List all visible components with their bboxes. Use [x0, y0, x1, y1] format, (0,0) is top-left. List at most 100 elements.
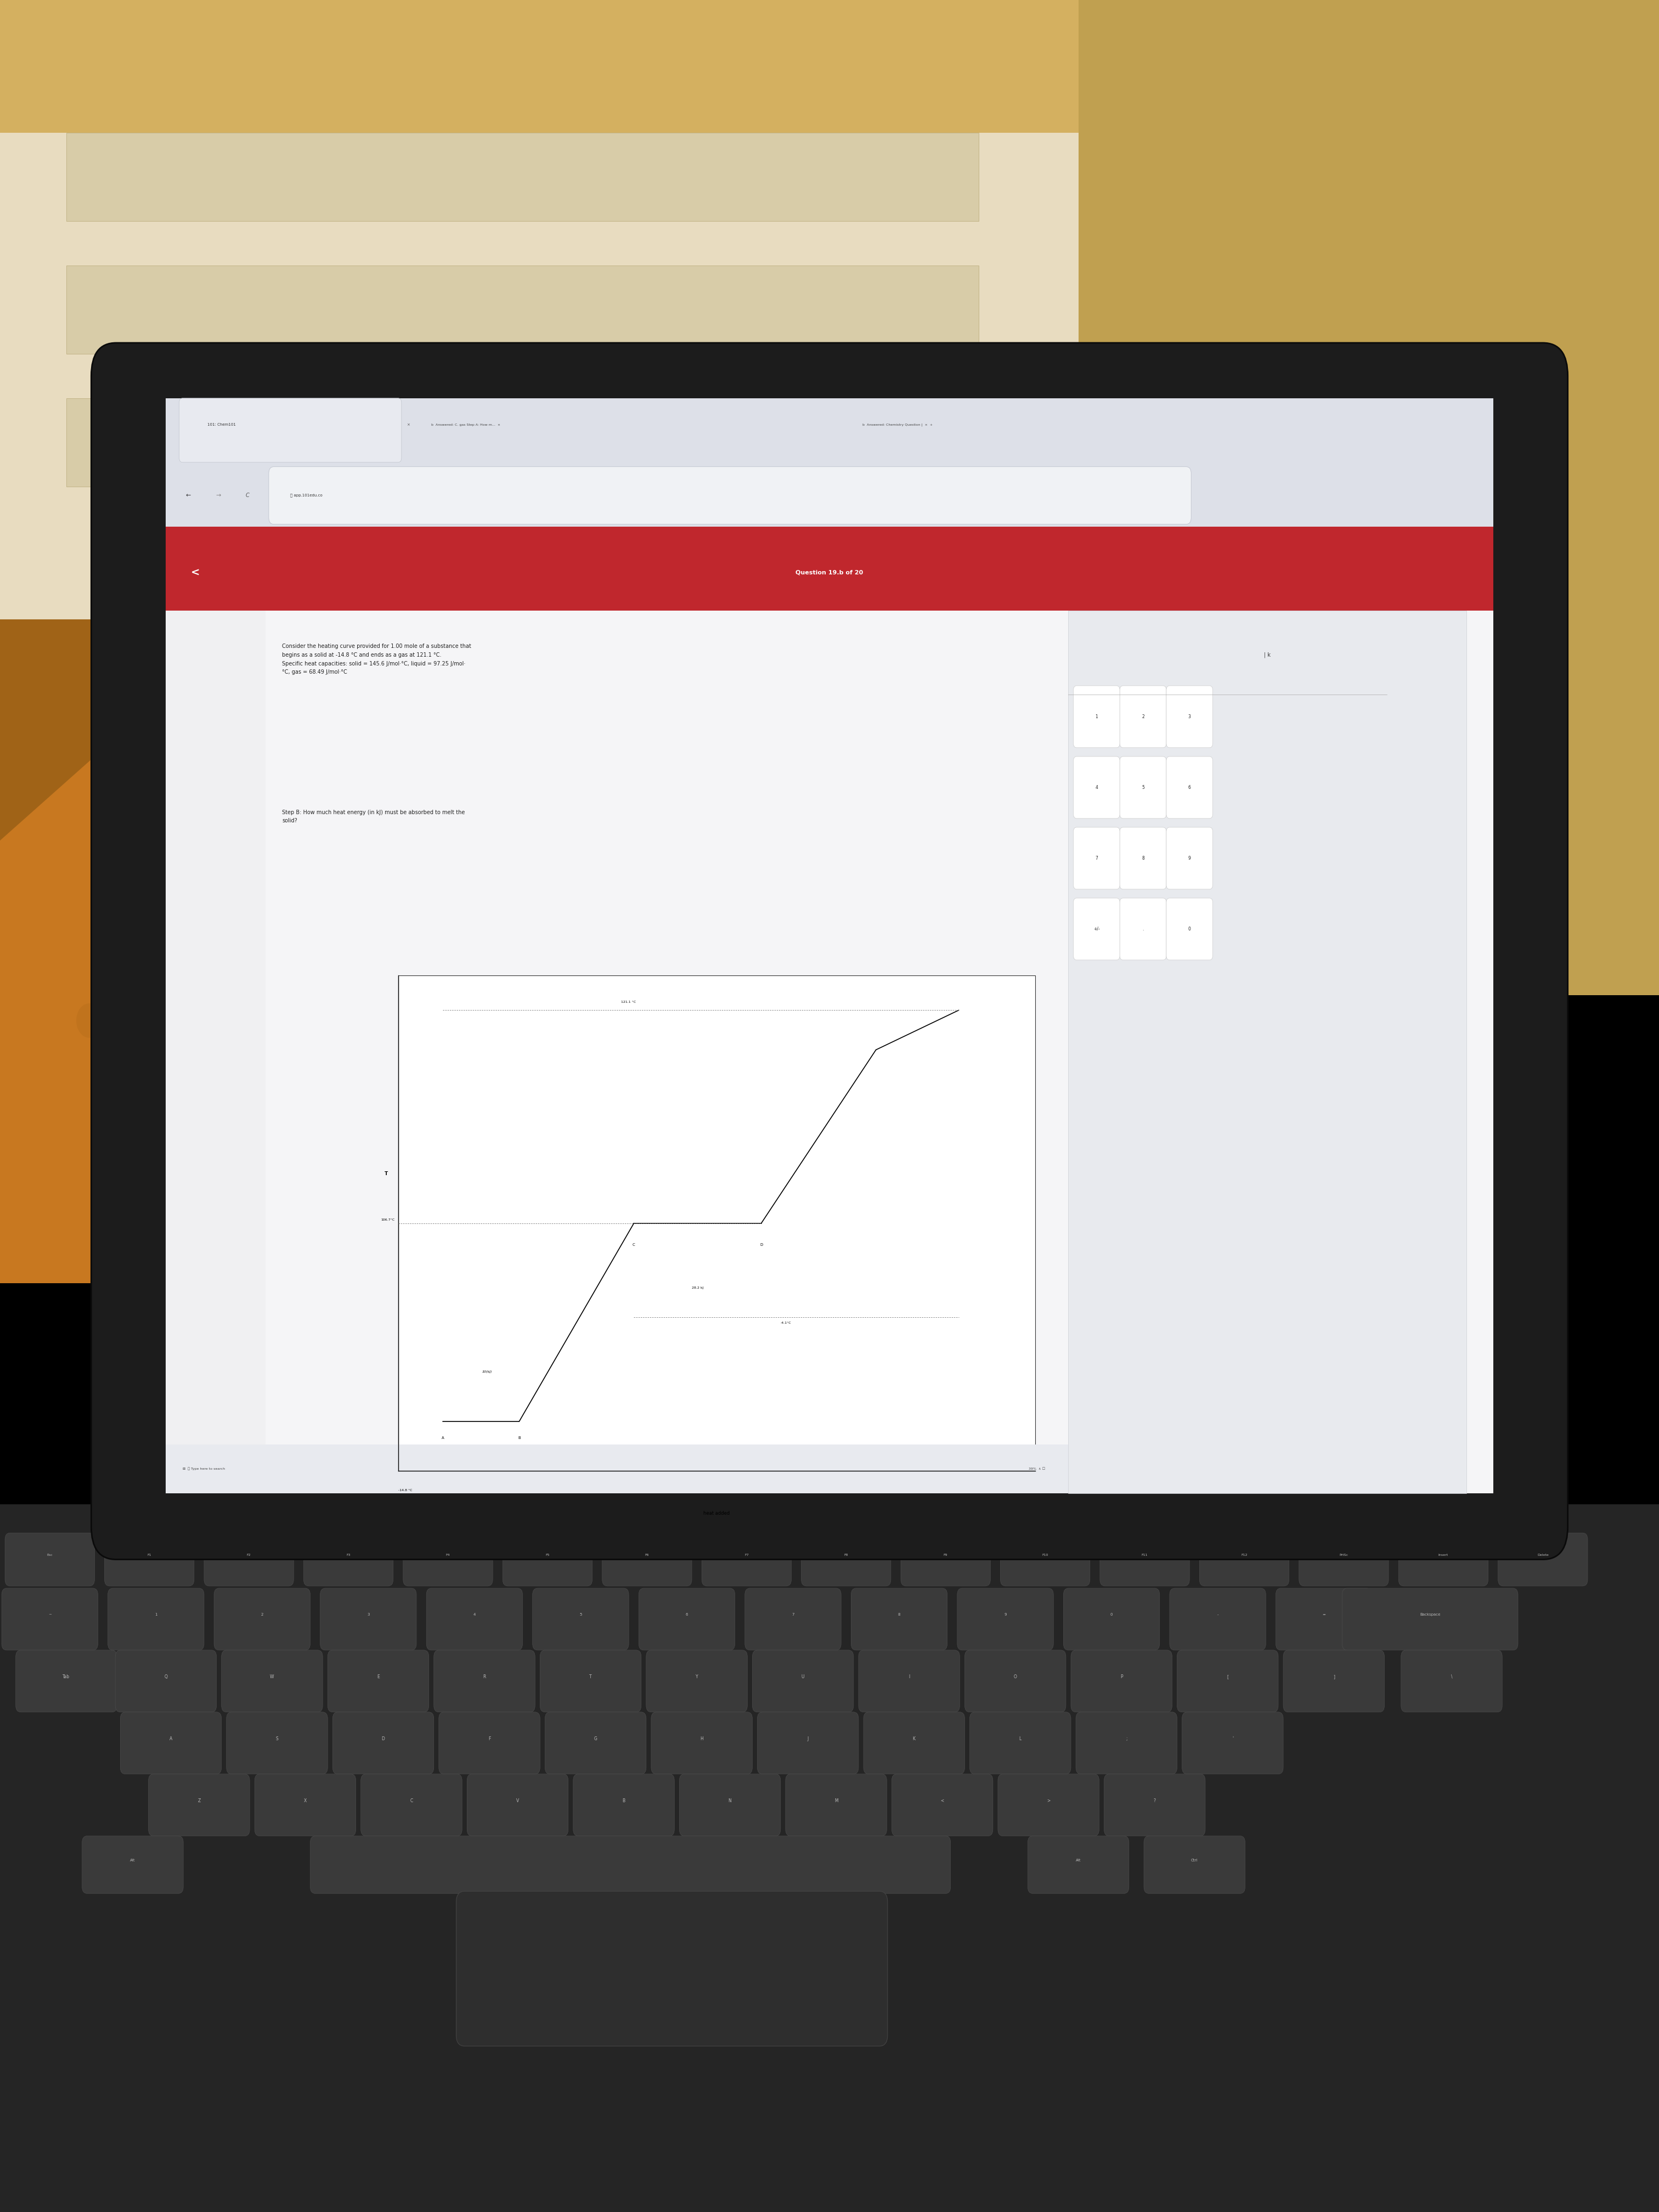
Text: ?: ? — [1153, 1798, 1156, 1803]
FancyBboxPatch shape — [332, 1712, 435, 1774]
Bar — [166, 611, 265, 1493]
FancyBboxPatch shape — [1120, 757, 1166, 818]
Bar — [1078, 0, 1659, 995]
FancyBboxPatch shape — [214, 1588, 310, 1650]
Text: -14.8 °C: -14.8 °C — [398, 1489, 411, 1491]
Text: M: M — [834, 1798, 838, 1803]
Text: K: K — [912, 1736, 916, 1741]
Text: <: < — [941, 1798, 944, 1803]
FancyBboxPatch shape — [456, 1891, 888, 2046]
FancyBboxPatch shape — [702, 1533, 791, 1586]
Text: Alt: Alt — [129, 1858, 136, 1863]
Bar — [66, 398, 979, 487]
FancyBboxPatch shape — [403, 1533, 493, 1586]
Circle shape — [675, 845, 702, 880]
FancyBboxPatch shape — [645, 1650, 747, 1712]
FancyBboxPatch shape — [433, 1650, 534, 1712]
FancyBboxPatch shape — [602, 1533, 692, 1586]
Bar — [166, 526, 1493, 611]
Bar — [166, 1444, 1068, 1493]
Text: F11: F11 — [1141, 1553, 1148, 1557]
FancyBboxPatch shape — [1166, 757, 1213, 818]
Text: F4: F4 — [446, 1553, 450, 1557]
Text: F7: F7 — [745, 1553, 748, 1557]
Text: 4: 4 — [1095, 785, 1098, 790]
Circle shape — [310, 1141, 358, 1206]
FancyBboxPatch shape — [1181, 1712, 1284, 1774]
Text: Step B: How much heat energy (in kJ) must be absorbed to melt the
solid?: Step B: How much heat energy (in kJ) mus… — [282, 810, 465, 823]
Text: ~: ~ — [48, 1613, 51, 1617]
Text: 6: 6 — [685, 1613, 688, 1617]
FancyBboxPatch shape — [533, 1588, 629, 1650]
Circle shape — [629, 1212, 672, 1267]
Text: ←: ← — [186, 493, 191, 498]
FancyBboxPatch shape — [999, 1774, 1100, 1836]
Text: >: > — [1047, 1798, 1050, 1803]
FancyBboxPatch shape — [1063, 1588, 1160, 1650]
Text: B: B — [518, 1436, 521, 1440]
Text: A: A — [441, 1436, 445, 1440]
FancyBboxPatch shape — [966, 1650, 1067, 1712]
Text: S: S — [275, 1736, 279, 1741]
Text: G: G — [594, 1736, 597, 1741]
Text: 6: 6 — [1188, 785, 1191, 790]
Text: 39%  ∧ ☐: 39% ∧ ☐ — [1029, 1467, 1045, 1471]
FancyBboxPatch shape — [1120, 827, 1166, 889]
FancyBboxPatch shape — [5, 1533, 95, 1586]
Text: 4: 4 — [473, 1613, 476, 1617]
FancyBboxPatch shape — [639, 1588, 735, 1650]
Text: 106.7°C: 106.7°C — [382, 1219, 395, 1221]
Bar — [166, 398, 1493, 465]
Circle shape — [483, 978, 536, 1048]
FancyBboxPatch shape — [1105, 1774, 1204, 1836]
Text: E: E — [377, 1674, 380, 1679]
Text: L: L — [1019, 1736, 1022, 1741]
Text: F: F — [488, 1736, 491, 1741]
Text: 121.1 °C: 121.1 °C — [620, 1000, 635, 1004]
FancyBboxPatch shape — [957, 1588, 1053, 1650]
Text: P: P — [1120, 1674, 1123, 1679]
Text: Insert: Insert — [1438, 1553, 1448, 1557]
FancyBboxPatch shape — [17, 1650, 116, 1712]
FancyBboxPatch shape — [1077, 1712, 1178, 1774]
Text: R: R — [483, 1674, 486, 1679]
Text: D: D — [382, 1736, 385, 1741]
Bar — [166, 611, 1493, 1493]
Text: Consider the heating curve provided for 1.00 mole of a substance that
begins as : Consider the heating curve provided for … — [282, 644, 471, 675]
Text: Tab: Tab — [63, 1674, 70, 1679]
Text: Alt: Alt — [1075, 1858, 1082, 1863]
Text: F3: F3 — [347, 1553, 350, 1557]
FancyBboxPatch shape — [1284, 1650, 1384, 1712]
Text: 3: 3 — [1188, 714, 1191, 719]
Text: 0: 0 — [1188, 927, 1191, 931]
Bar — [166, 398, 1493, 1493]
Text: T: T — [385, 1170, 388, 1177]
FancyBboxPatch shape — [969, 1712, 1072, 1774]
FancyBboxPatch shape — [745, 1588, 841, 1650]
Text: Z: Z — [197, 1798, 201, 1803]
Text: U: U — [801, 1674, 805, 1679]
Circle shape — [241, 812, 300, 891]
Text: 7: 7 — [1095, 856, 1098, 860]
Circle shape — [853, 1250, 873, 1274]
Bar — [398, 975, 1035, 1471]
Bar — [1068, 611, 1467, 1493]
FancyBboxPatch shape — [468, 1774, 567, 1836]
Text: 5: 5 — [579, 1613, 582, 1617]
Circle shape — [403, 611, 461, 690]
Text: H: H — [700, 1736, 703, 1741]
FancyBboxPatch shape — [503, 1533, 592, 1586]
Text: | k: | k — [1264, 653, 1271, 657]
Text: N: N — [728, 1798, 732, 1803]
Text: D: D — [760, 1243, 763, 1245]
Bar — [0, 0, 1659, 841]
FancyBboxPatch shape — [438, 1712, 539, 1774]
Bar — [0, 1504, 1659, 2212]
FancyBboxPatch shape — [1178, 1650, 1277, 1712]
FancyBboxPatch shape — [864, 1712, 966, 1774]
FancyBboxPatch shape — [1073, 757, 1120, 818]
FancyBboxPatch shape — [91, 343, 1568, 1559]
FancyBboxPatch shape — [320, 1588, 416, 1650]
Text: F8: F8 — [844, 1553, 848, 1557]
FancyBboxPatch shape — [786, 1774, 886, 1836]
